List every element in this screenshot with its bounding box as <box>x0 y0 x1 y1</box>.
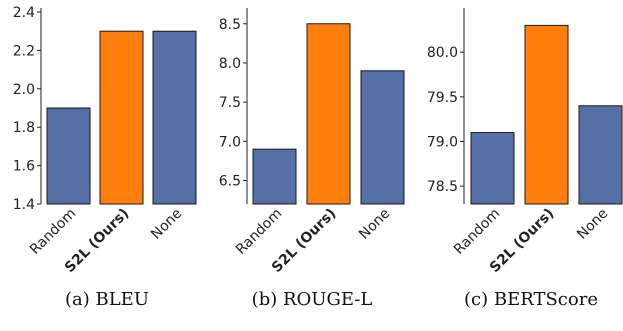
y-tick-label-3-3: 79.5 <box>427 90 458 106</box>
category-label-1-3: None <box>148 206 185 243</box>
panel-caption-3: (c) BERTScore <box>464 289 598 310</box>
bar-2-2 <box>306 23 351 205</box>
y-tick-label-1-2: 1.6 <box>13 159 35 175</box>
bar-1-3 <box>152 30 197 205</box>
bar-2-3 <box>360 70 405 205</box>
category-label-2-3: None <box>356 206 393 243</box>
bar-3-1 <box>470 132 515 205</box>
panel-caption-1: (a) BLEU <box>65 289 149 310</box>
category-label-3-3: None <box>574 206 611 243</box>
y-tick-label-2-5: 8.5 <box>219 17 241 33</box>
y-tick-label-1-6: 2.4 <box>13 5 35 21</box>
bar-1-1 <box>46 107 91 205</box>
y-tick-label-3-1: 78.5 <box>427 179 458 195</box>
y-tick-label-2-3: 7.5 <box>219 95 241 111</box>
y-tick-label-1-4: 2.0 <box>13 82 35 98</box>
y-tick-label-2-4: 8.0 <box>219 56 241 72</box>
y-tick-label-2-1: 6.5 <box>219 173 241 189</box>
bar-3-2 <box>524 24 569 205</box>
y-tick-label-1-1: 1.4 <box>13 197 35 213</box>
y-tick-label-2-2: 7.0 <box>219 134 241 150</box>
category-label-2-1: Random <box>233 206 285 258</box>
bar-1-2 <box>99 30 144 205</box>
category-label-1-1: Random <box>27 206 79 258</box>
y-tick-label-3-2: 79.0 <box>427 134 458 150</box>
bar-2-1 <box>252 148 297 205</box>
bar-3-3 <box>578 105 623 205</box>
panel-caption-2: (b) ROUGE-L <box>252 289 373 310</box>
y-tick-label-1-3: 1.8 <box>13 120 35 136</box>
category-label-3-1: Random <box>451 206 503 258</box>
y-tick-label-3-4: 80.0 <box>427 45 458 61</box>
y-tick-label-1-5: 2.2 <box>13 43 35 59</box>
